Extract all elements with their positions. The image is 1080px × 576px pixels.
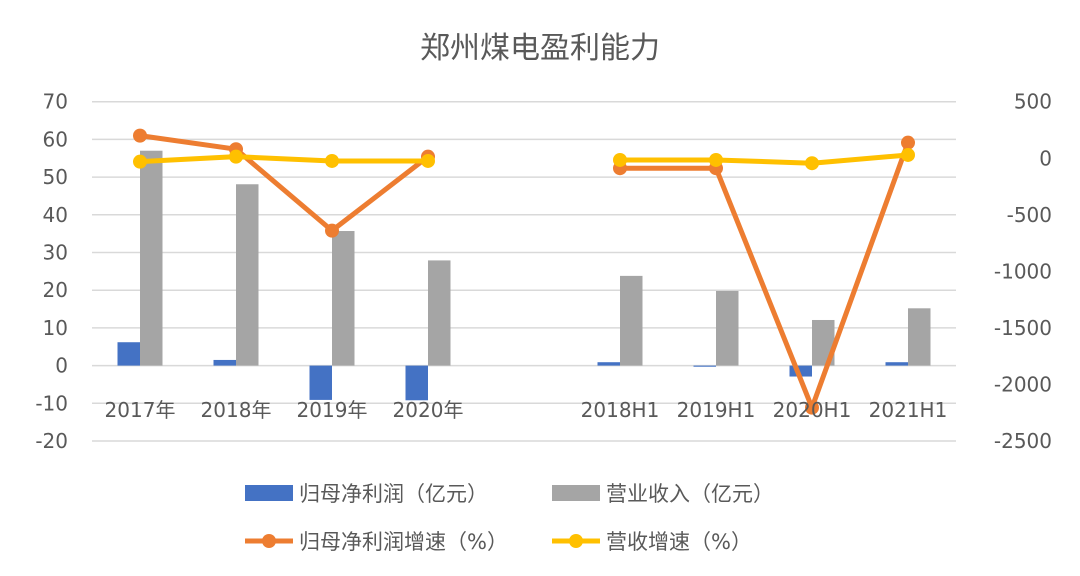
legend-label: 归母净利润（亿元） [299,482,488,506]
right-axis-tick: -500 [1007,203,1052,227]
right-axis-tick: -1500 [994,316,1052,340]
point-revenue-growth [229,149,243,164]
bar-revenue [428,260,451,366]
bar-revenue [620,275,643,366]
legend-label: 归母净利润增速（%） [299,530,508,554]
right-axis-tick: -2500 [994,429,1052,453]
right-axis-tick: 500 [1014,90,1052,114]
left-axis-tick: 50 [43,165,68,189]
point-net-profit-growth [805,400,819,415]
line-net-profit-growth [620,141,911,411]
legend: 归母净利润（亿元） 营业收入（亿元） 归母净利润增速（%） 营收增速（%） [245,482,774,554]
left-axis-tick: 60 [43,127,68,151]
left-axis-tick: 10 [43,316,68,340]
legend-marker-2 [262,534,276,548]
left-axis-tick: 30 [43,241,68,265]
bar-revenue [140,150,163,366]
point-revenue-growth [709,152,723,167]
point-net-profit-growth [133,128,147,143]
legend-label: 营业收入（亿元） [606,482,774,506]
bar-net-profit [309,365,332,400]
bar-net-profit [693,365,716,367]
bar-revenue [908,308,931,366]
lines [133,128,915,415]
left-axis-tick: 40 [43,203,68,227]
left-axis-tick: 0 [55,354,68,378]
right-axis-tick: 0 [1039,146,1052,170]
gridlines [92,100,956,442]
bar-net-profit [885,362,908,366]
legend-marker-3 [569,534,583,548]
chart-title: 郑州煤电盈利能力 [420,31,660,66]
bar-revenue [716,290,739,366]
category-label: 2021H1 [869,398,948,422]
line-net-profit-growth [139,133,430,234]
category-label: 2017年 [105,398,176,422]
category-label: 2018H1 [581,398,660,422]
point-revenue-growth [325,153,339,168]
line-revenue-growth [139,154,428,165]
legend-swatch-0 [245,485,293,501]
bar-net-profit [213,359,236,366]
axis-labels: -20 -10 0 10 20 30 40 50 60 70 -2500 -2000 -1500 -100… [35,90,1052,453]
left-axis-tick: -20 [35,429,68,453]
bars [117,150,931,401]
bar-net-profit [117,342,140,366]
category-label: 2020年 [393,398,464,422]
point-revenue-growth [613,152,627,167]
legend-swatch-1 [552,485,600,501]
bar-net-profit [789,365,812,377]
point-revenue-growth [421,153,435,168]
point-revenue-growth [133,154,147,169]
bar-net-profit [405,365,428,401]
right-axis-tick: -2000 [994,372,1052,396]
point-revenue-growth [805,156,819,171]
category-label: 2019H1 [677,398,756,422]
category-label: 2020H1 [773,398,852,422]
bar-net-profit [597,362,620,366]
legend-label: 营收增速（%） [606,530,752,554]
point-net-profit-growth [325,223,339,238]
line-revenue-growth [620,152,909,166]
category-label: 2019年 [297,398,368,422]
right-axis-tick: -1000 [994,259,1052,283]
point-net-profit-growth [901,135,915,150]
bar-revenue [332,231,355,366]
left-axis-tick: -10 [35,391,68,415]
left-axis-tick: 20 [43,278,68,302]
point-revenue-growth [901,147,915,162]
left-axis-tick: 70 [43,90,68,114]
bar-revenue [236,184,259,366]
category-label: 2018年 [201,398,272,422]
